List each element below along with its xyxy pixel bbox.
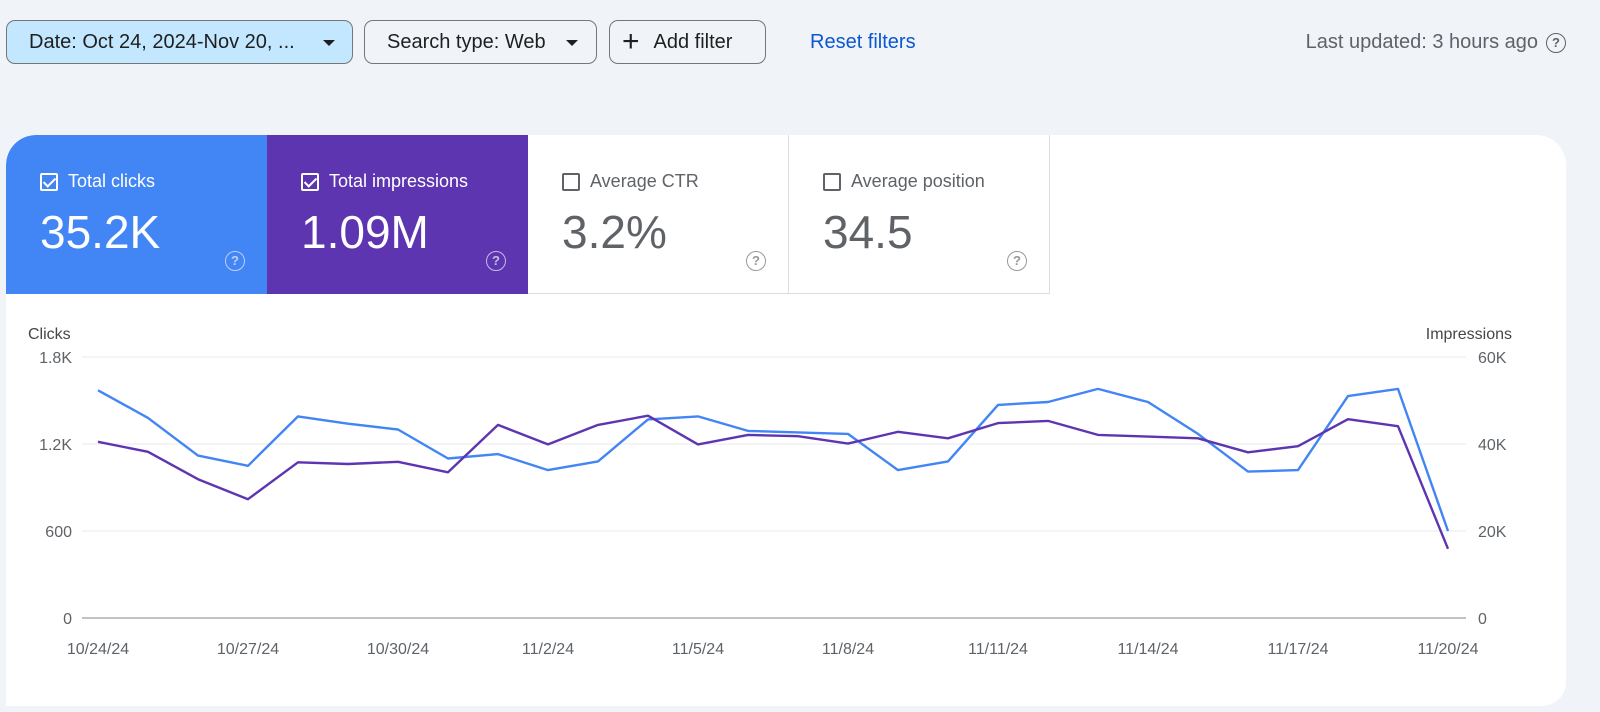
x-tick-label: 11/17/24 (1267, 641, 1328, 658)
x-tick-label: 11/5/24 (672, 641, 724, 658)
metric-tile-average-ctr[interactable]: Average CTR 3.2% ? (528, 135, 789, 294)
right-tick-label: 0 (1478, 611, 1487, 628)
dropdown-arrow-icon (323, 40, 335, 46)
add-filter-button[interactable]: + Add filter (609, 20, 766, 64)
help-icon[interactable]: ? (486, 251, 506, 271)
filter-toolbar: Date: Oct 24, 2024-Nov 20, ... Search ty… (6, 20, 1566, 66)
metric-label: Total clicks (68, 171, 156, 191)
right-tick-label: 20K (1478, 524, 1507, 541)
metric-tile-total-impressions[interactable]: Total impressions 1.09M ? (267, 135, 528, 294)
x-tick-label: 11/20/24 (1417, 641, 1478, 658)
right-axis-label: Impressions (1426, 326, 1512, 343)
checkbox-icon[interactable] (823, 172, 841, 191)
right-tick-label: 60K (1478, 350, 1507, 367)
checkbox-icon[interactable] (562, 172, 580, 191)
x-tick-label: 10/30/24 (367, 641, 429, 658)
x-tick-label: 11/8/24 (822, 641, 874, 658)
right-tick-label: 40K (1478, 437, 1507, 454)
left-tick-label: 0 (63, 611, 72, 628)
x-tick-label: 11/14/24 (1117, 641, 1178, 658)
checkbox-icon[interactable] (301, 172, 319, 191)
reset-filters-link[interactable]: Reset filters (810, 31, 916, 53)
metric-tile-total-clicks[interactable]: Total clicks 35.2K ? (6, 135, 267, 294)
metric-value: 34.5 (823, 206, 913, 258)
search-type-chip[interactable]: Search type: Web (364, 20, 597, 64)
metric-label: Average CTR (590, 171, 699, 191)
left-tick-label: 1.8K (39, 350, 72, 367)
search-type-label: Search type: Web (387, 30, 546, 53)
metric-value: 1.09M (301, 206, 429, 258)
metric-label: Total impressions (329, 171, 469, 191)
left-tick-label: 1.2K (39, 437, 72, 454)
series-line-total-clicks[interactable] (97, 387, 1450, 532)
help-icon[interactable]: ? (225, 251, 245, 271)
date-filter-label: Date: Oct 24, 2024-Nov 20, ... (29, 30, 295, 53)
metric-value: 35.2K (40, 206, 161, 258)
last-updated-status: Last updated: 3 hours ago ? (1306, 31, 1566, 54)
help-icon[interactable]: ? (746, 251, 766, 271)
metric-label: Average position (851, 171, 985, 191)
left-axis-label: Clicks (28, 326, 71, 343)
add-filter-label: Add filter (653, 30, 733, 53)
metric-tiles: Total clicks 35.2K ? Total impressions 1… (6, 135, 1050, 294)
x-tick-label: 10/24/24 (67, 641, 129, 658)
performance-chart[interactable]: Clicks Impressions 0 600 1.2K 1.8K 0 20K 40K 6… (6, 135, 1566, 706)
performance-card: Total clicks 35.2K ? Total impressions 1… (6, 135, 1566, 706)
x-tick-label: 11/2/24 (522, 641, 574, 658)
checkbox-icon[interactable] (40, 172, 58, 191)
metric-tile-average-position[interactable]: Average position 34.5 ? (789, 135, 1050, 294)
help-icon[interactable]: ? (1007, 251, 1027, 271)
left-tick-label: 600 (45, 524, 72, 541)
x-tick-label: 10/27/24 (217, 641, 279, 658)
dropdown-arrow-icon (566, 40, 578, 46)
last-updated-text: Last updated: 3 hours ago (1305, 31, 1538, 53)
date-filter-chip[interactable]: Date: Oct 24, 2024-Nov 20, ... (6, 20, 353, 64)
plus-icon: + (622, 25, 640, 58)
series-line-total-impressions[interactable] (97, 414, 1450, 550)
metric-value: 3.2% (562, 206, 667, 258)
x-tick-label: 11/11/24 (968, 641, 1028, 658)
help-icon[interactable]: ? (1546, 32, 1566, 53)
